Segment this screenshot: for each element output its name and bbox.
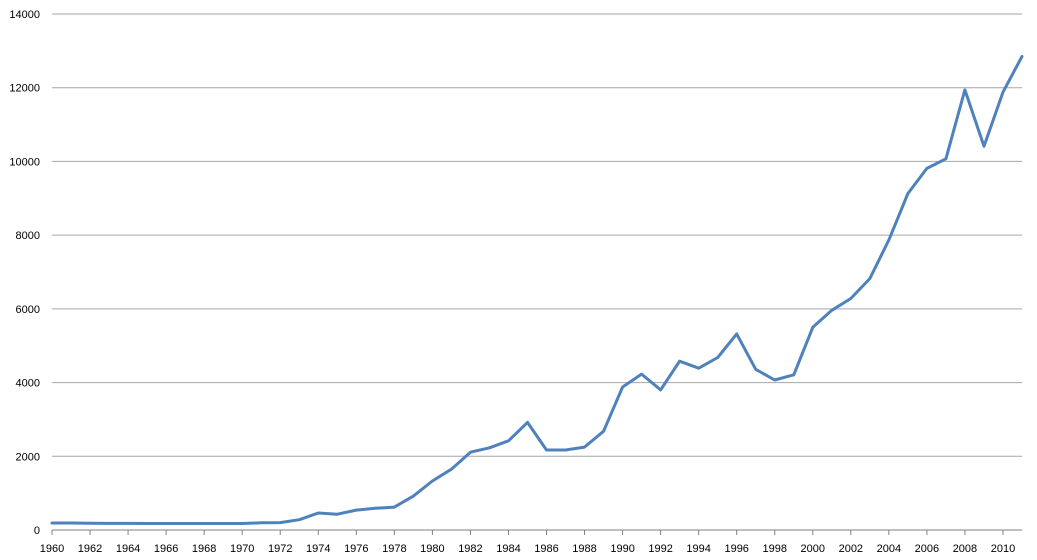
gridlines bbox=[52, 13, 1022, 457]
y-axis-tick-labels: 0 2000 4000 6000 8000 10000 12000 14000 bbox=[9, 9, 40, 537]
y-tick-label: 12000 bbox=[9, 83, 40, 95]
x-tick-label: 1964 bbox=[116, 543, 140, 555]
x-tick-label: 1998 bbox=[763, 543, 787, 555]
series-line-0 bbox=[50, 54, 1024, 525]
y-tick-label: 0 bbox=[34, 525, 40, 537]
x-tick-label: 1978 bbox=[382, 543, 406, 555]
x-tick-label: 1982 bbox=[458, 543, 482, 555]
x-tick-label: 1994 bbox=[686, 543, 710, 555]
x-tick-label: 2010 bbox=[991, 543, 1015, 555]
x-tick-label: 1980 bbox=[420, 543, 444, 555]
x-tick-label: 1970 bbox=[230, 543, 254, 555]
x-tick-label: 1990 bbox=[610, 543, 634, 555]
x-tick-label: 2004 bbox=[877, 543, 901, 555]
x-tick-label: 1960 bbox=[40, 543, 64, 555]
series-group bbox=[50, 54, 1024, 525]
x-tick-label: 1962 bbox=[78, 543, 102, 555]
y-tick-label: 4000 bbox=[16, 378, 40, 390]
y-tick-label: 6000 bbox=[16, 304, 40, 316]
x-tick-label: 1992 bbox=[648, 543, 672, 555]
x-axis-tick-labels: 1960 1962 1964 1966 1968 1970 1972 1974 1976 1978… bbox=[40, 530, 1015, 555]
x-tick-label: 2006 bbox=[915, 543, 939, 555]
x-tick-label: 1968 bbox=[192, 543, 216, 555]
y-tick-label: 10000 bbox=[9, 156, 40, 168]
x-tick-label: 1966 bbox=[154, 543, 178, 555]
x-tick-label: 1974 bbox=[306, 543, 330, 555]
x-tick-label: 1972 bbox=[268, 543, 292, 555]
x-tick-label: 1976 bbox=[344, 543, 368, 555]
y-tick-label: 8000 bbox=[16, 230, 40, 242]
x-tick-label: 1986 bbox=[534, 543, 558, 555]
x-tick-label: 2008 bbox=[953, 543, 977, 555]
x-tick-label: 2002 bbox=[839, 543, 863, 555]
x-tick-label: 1996 bbox=[724, 543, 748, 555]
x-tick-label: 1984 bbox=[496, 543, 520, 555]
x-tick-label: 1988 bbox=[572, 543, 596, 555]
x-tick-label: 2000 bbox=[801, 543, 825, 555]
y-tick-label: 2000 bbox=[16, 451, 40, 463]
y-tick-label: 14000 bbox=[9, 9, 40, 21]
